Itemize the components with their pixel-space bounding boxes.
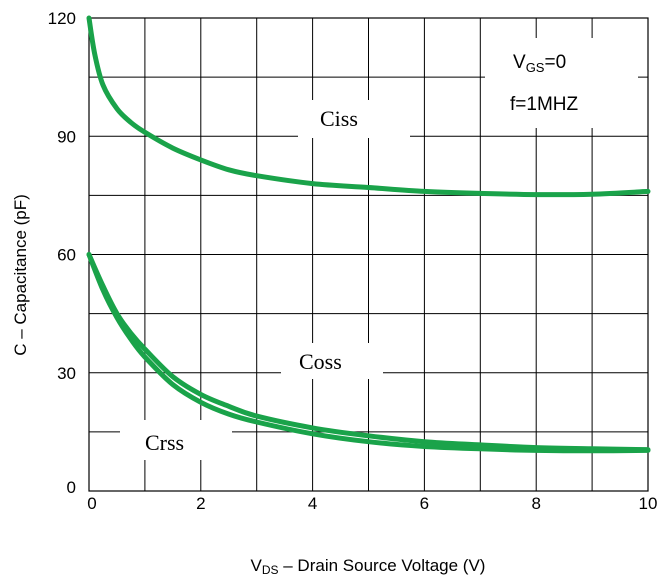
series-label-ciss: Ciss [320, 106, 358, 131]
y-axis-label: C – Capacitance (pF) [11, 194, 30, 356]
x-tick-label: 4 [308, 494, 317, 513]
series-label-crss: Crss [145, 430, 184, 455]
vgs-condition: VGS=0 [513, 52, 566, 75]
vgs-rest: =0 [544, 52, 566, 73]
crss-label-background [120, 420, 232, 460]
x-tick-label: 2 [196, 494, 205, 513]
series-label-coss: Coss [299, 349, 342, 374]
x-tick-label: 10 [639, 494, 658, 513]
series-line-crss [86, 252, 651, 454]
y-tick-label: 30 [57, 364, 76, 383]
series-line-coss [86, 252, 651, 453]
y-tick-label: 60 [57, 246, 76, 265]
series-lines [86, 15, 651, 454]
ciss-label-background [298, 100, 410, 138]
conditions-background [485, 38, 638, 128]
label-backgrounds [120, 38, 638, 460]
y-tick-label: 0 [67, 478, 76, 497]
y-tick-label: 120 [48, 9, 76, 28]
xlabel-sub: DS [262, 563, 279, 577]
x-axis-label: VDS – Drain Source Voltage (V) [251, 556, 486, 577]
tick-labels: 0 2 4 6 8 10 0 30 60 90 120 [48, 9, 658, 513]
vgs-sub: GS [526, 60, 545, 75]
xlabel-prefix: V [251, 556, 263, 575]
xlabel-rest: – Drain Source Voltage (V) [279, 556, 486, 575]
series-line-ciss [86, 15, 651, 198]
x-tick-label: 6 [420, 494, 429, 513]
vgs-prefix: V [513, 52, 526, 73]
coss-label-background [281, 343, 383, 379]
y-tick-label: 90 [57, 127, 76, 146]
frequency-condition: f=1MHZ [510, 94, 578, 115]
x-tick-label: 8 [531, 494, 540, 513]
x-tick-label: 0 [87, 494, 96, 513]
